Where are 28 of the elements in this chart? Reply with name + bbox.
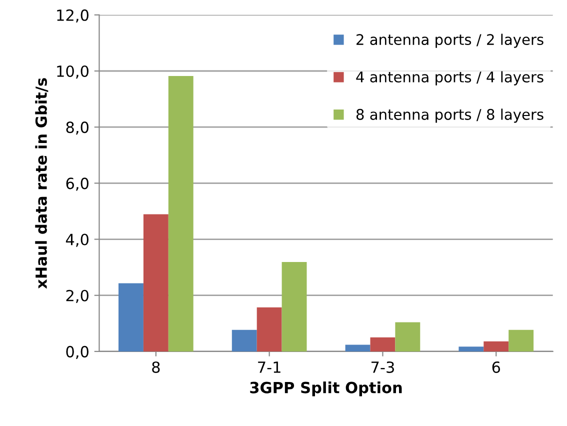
y-tick-label: 12,0	[57, 9, 88, 22]
bar	[256, 307, 282, 352]
y-tick-label: 6,0	[66, 178, 88, 191]
bar	[508, 330, 534, 352]
y-tick-label: 2,0	[66, 290, 88, 303]
legend-label: 2 antenna ports / 2 layers	[356, 34, 544, 48]
bar	[370, 337, 396, 352]
y-tick-label: 10,0	[57, 65, 88, 79]
x-tick-label: 7-3	[372, 361, 394, 373]
y-axis-title: xHaul data rate in Gbit/s	[35, 78, 48, 289]
bar	[484, 341, 509, 352]
bar	[345, 344, 370, 352]
y-tick-label: 4,0	[66, 234, 88, 247]
x-tick-label: 8	[152, 361, 160, 373]
bar	[118, 283, 144, 352]
bar	[282, 262, 307, 352]
x-tick-label: 7-1	[258, 362, 280, 373]
legend-label: 8 antenna ports / 8 layers	[356, 108, 544, 123]
x-axis-title: 3GPP Split Option	[250, 382, 402, 396]
bar	[168, 76, 194, 352]
x-tick-label: 6	[492, 361, 500, 373]
y-tick-label: 0,0	[66, 346, 88, 360]
bar	[395, 322, 420, 352]
y-tick-label: 8,0	[66, 122, 88, 135]
bar	[458, 346, 484, 352]
bar	[143, 214, 168, 352]
bar	[232, 330, 257, 352]
legend-label: 4 antenna ports / 4 layers	[356, 71, 544, 86]
